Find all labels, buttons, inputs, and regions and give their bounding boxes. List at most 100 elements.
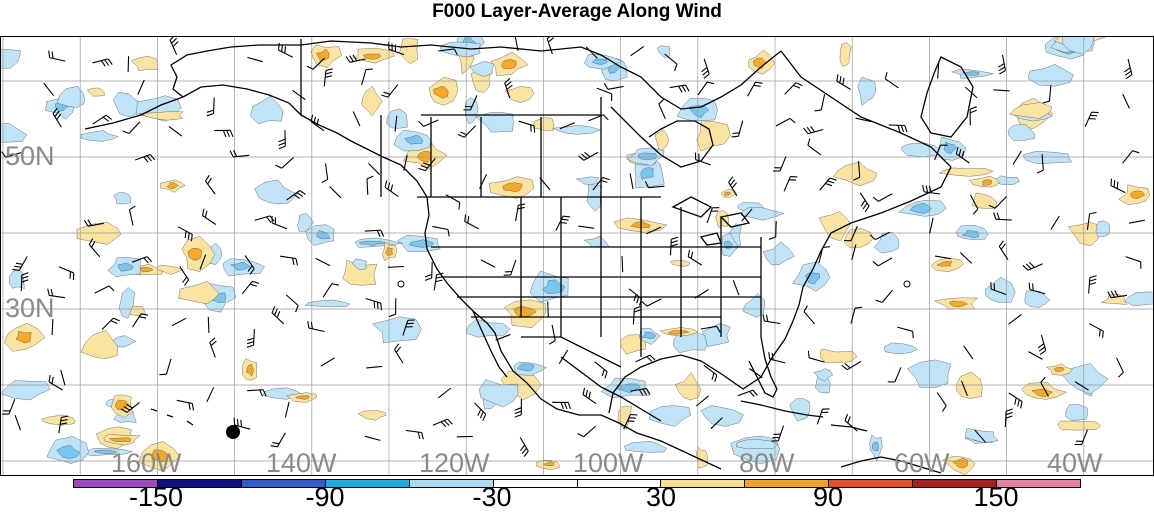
wind-barb <box>837 74 851 89</box>
wind-barb <box>366 366 382 368</box>
map-canvas <box>1 37 1153 475</box>
wind-barb <box>286 295 298 312</box>
wind-barb <box>702 59 710 79</box>
wind-barb <box>433 419 453 427</box>
negative-contour-fill <box>255 180 298 204</box>
wind-barb <box>1029 352 1043 360</box>
colorbar-label: 150 <box>973 483 1018 511</box>
wind-barb <box>704 365 717 381</box>
positive-contour-fill <box>131 56 158 71</box>
wind-barb <box>547 37 554 54</box>
wind-barb <box>208 317 209 333</box>
wind-barb <box>659 99 666 119</box>
colorbar-label: -90 <box>305 483 344 511</box>
wind-barb <box>748 82 763 96</box>
wind-barb <box>1023 262 1043 270</box>
wind-barb <box>595 362 608 379</box>
wind-barb <box>578 226 594 228</box>
lon-label-80w: 80W <box>739 450 795 476</box>
wind-barb <box>937 393 946 412</box>
lat-label-30n: 30N <box>5 295 55 322</box>
wind-barb <box>207 387 214 402</box>
wind-barb <box>279 130 286 149</box>
wind-barb <box>395 344 403 363</box>
wind-barb <box>589 115 609 121</box>
wind-barb <box>311 115 324 131</box>
wind-barb <box>819 247 830 263</box>
wind-barb <box>432 226 449 236</box>
wind-barb <box>1089 276 1097 294</box>
wind-barb <box>1111 179 1125 193</box>
negative-contour-fill <box>1023 151 1072 164</box>
strong-negative-contour-fill <box>638 153 657 160</box>
wind-barb <box>964 346 973 359</box>
wind-barb <box>873 258 892 266</box>
wind-barb <box>272 216 287 229</box>
negative-contour-fill <box>763 242 795 265</box>
wind-barb <box>425 262 432 280</box>
wind-barb <box>578 426 596 437</box>
negative-contour-fill <box>553 125 601 134</box>
wind-barb <box>159 359 171 375</box>
positive-contour-fill <box>972 193 997 209</box>
colorbar-label: 30 <box>646 483 676 511</box>
wind-barb <box>784 177 797 192</box>
wind-barb <box>597 88 612 101</box>
wind-barb <box>808 139 821 155</box>
map-panel: 50N 30N 160W 140W 120W 100W 80W 60W 40W <box>0 36 1154 476</box>
negative-contour-fill <box>576 177 599 185</box>
wind-barb <box>1129 220 1145 223</box>
wind-barb <box>889 125 907 132</box>
negative-contour-fill <box>996 176 1019 185</box>
wind-barb <box>324 69 332 87</box>
wind-barb <box>998 55 1005 74</box>
wind-barb <box>292 90 305 99</box>
wind-barb <box>630 173 633 189</box>
negative-contour-fill <box>1125 292 1153 306</box>
wind-barb <box>247 57 262 61</box>
wind-barb <box>994 213 1012 221</box>
wind-barb <box>622 256 623 272</box>
wind-barb <box>970 107 977 126</box>
wind-barb <box>285 402 289 418</box>
positive-contour-fill <box>362 86 383 116</box>
wind-barb <box>504 260 516 275</box>
negative-contour-fill <box>114 192 131 204</box>
positive-contour-fill <box>358 410 386 420</box>
wind-barb <box>1075 430 1088 445</box>
negative-contour-fill <box>649 406 691 427</box>
wind-barb <box>128 56 129 72</box>
positive-contour-fill <box>399 39 418 64</box>
wind-barb <box>123 122 140 134</box>
colorbar-label: 90 <box>813 483 843 511</box>
wind-barb <box>458 126 476 138</box>
map-title: F000 Layer-Average Along Wind <box>0 0 1154 26</box>
wind-barb <box>1043 85 1051 103</box>
positive-contour-fill <box>534 117 554 130</box>
wind-barb <box>820 178 837 190</box>
wind-barb <box>876 290 893 302</box>
wind-barb <box>365 230 384 237</box>
wind-barb <box>1009 315 1022 325</box>
negative-contour-fill <box>701 406 744 427</box>
wind-barb <box>860 193 869 212</box>
negative-contour-fill <box>790 399 810 421</box>
negative-contour-fill <box>466 319 510 337</box>
wind-barb <box>897 327 913 338</box>
wind-barb <box>438 388 451 398</box>
wind-barb <box>481 260 495 267</box>
wind-barb <box>738 390 758 397</box>
wind-barb <box>642 299 662 306</box>
lon-label-160w: 160W <box>111 450 182 476</box>
wind-barb <box>177 400 194 410</box>
wind-barb <box>133 314 149 327</box>
negative-contour-fill <box>1028 64 1073 86</box>
negative-contour-fill <box>251 96 284 124</box>
wind-barb <box>419 120 439 126</box>
wind-barb <box>242 281 259 294</box>
colorbar-label: -150 <box>129 483 183 511</box>
wind-barb <box>130 206 136 226</box>
wind-barb <box>388 267 404 268</box>
wind-barb <box>44 83 54 96</box>
wind-barb <box>180 267 189 286</box>
